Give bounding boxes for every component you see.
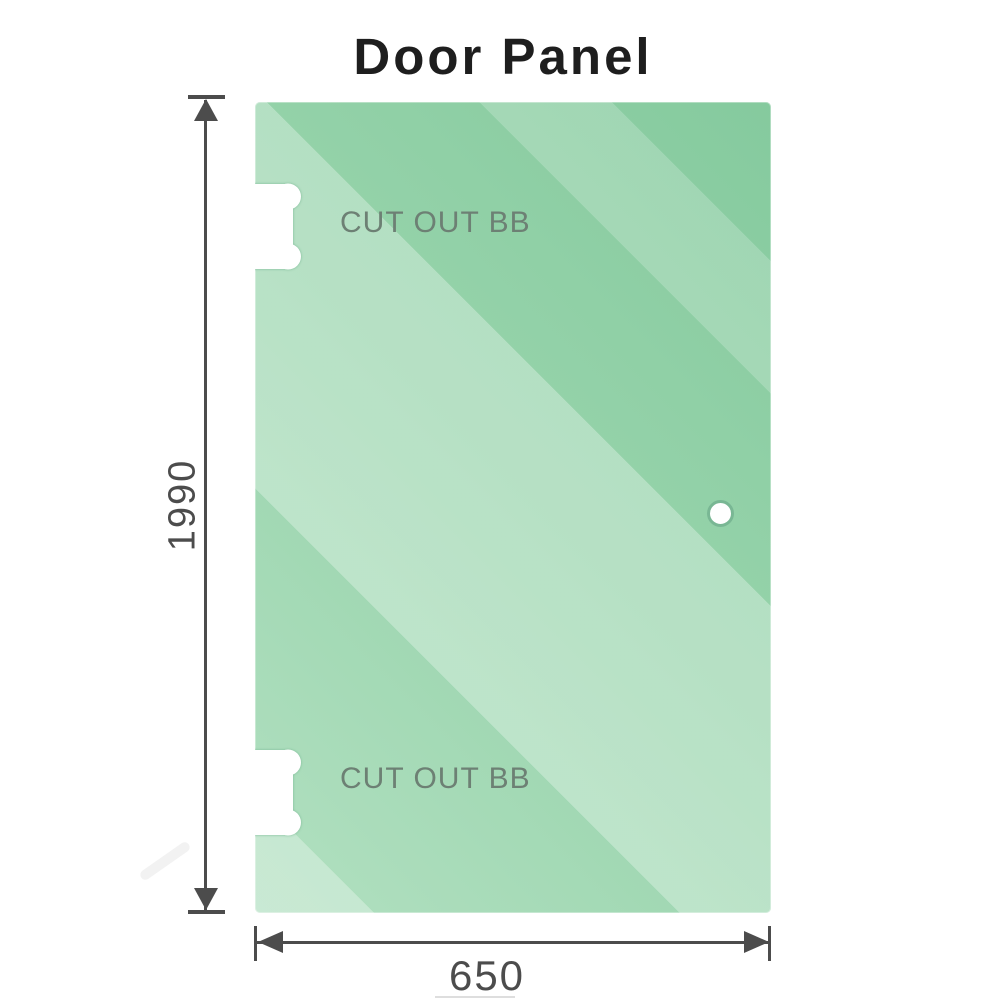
arrow-down-icon — [194, 888, 218, 910]
height-dimension-cap-bottom — [188, 910, 225, 914]
arrow-right-icon — [744, 931, 769, 953]
width-dimension-value: 650 — [448, 952, 526, 999]
photo-edge-artifact — [435, 996, 515, 998]
hinge-cutout-top-icon — [255, 183, 301, 270]
cutout-label-top: CUT OUT BB — [340, 206, 531, 239]
height-dimension-value: 1990 — [161, 458, 204, 552]
height-dimension-cap-top — [188, 95, 225, 99]
hinge-cutout-bottom-icon — [255, 749, 301, 836]
width-dimension-line — [257, 941, 769, 944]
shadow-artifact — [138, 840, 192, 882]
cutout-label-bottom: CUT OUT BB — [340, 762, 531, 795]
door-panel-glass: CUT OUT BB CUT OUT BB — [255, 102, 771, 913]
width-dimension-tick-right — [768, 926, 771, 961]
height-dimension-line — [204, 100, 207, 910]
page-title: Door Panel — [353, 28, 653, 85]
width-dimension-tick-left — [254, 926, 257, 961]
handle-hole — [707, 500, 734, 527]
